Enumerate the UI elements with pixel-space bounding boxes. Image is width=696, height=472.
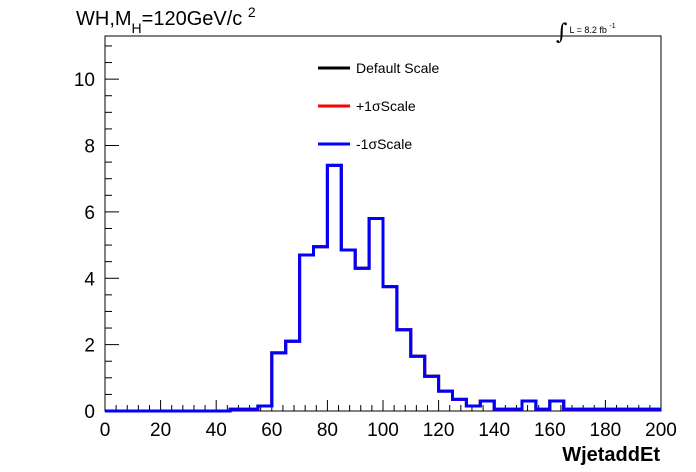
x-tick-label: 60 bbox=[261, 420, 282, 441]
luminosity-unit-exponent: -1 bbox=[609, 23, 616, 30]
legend-label: Default Scale bbox=[356, 60, 439, 76]
x-tick-label: 200 bbox=[645, 420, 677, 441]
integral-sign-icon: ∫ bbox=[556, 20, 568, 45]
x-tick-label: 100 bbox=[367, 420, 399, 441]
y-tick-label: 10 bbox=[74, 70, 95, 91]
title-subscript: H bbox=[131, 20, 142, 36]
title-superscript: 2 bbox=[247, 4, 256, 20]
y-tick-label: 0 bbox=[84, 402, 95, 423]
title-mass: =120GeV/c bbox=[141, 8, 243, 30]
x-axis: 0 20 40 60 80 100 120 140 160 180 200 bbox=[100, 400, 677, 441]
series-line bbox=[105, 163, 661, 413]
series-layer bbox=[105, 163, 661, 413]
luminosity-value: L = 8.2 fb bbox=[569, 25, 607, 35]
luminosity-label: ∫ L = 8.2 fb -1 bbox=[556, 14, 616, 45]
y-tick-label: 8 bbox=[84, 137, 95, 158]
x-tick-label: 40 bbox=[206, 420, 227, 441]
x-tick-label: 80 bbox=[317, 420, 338, 441]
x-tick-label: 180 bbox=[590, 420, 622, 441]
y-axis: 0 2 4 6 8 10 bbox=[74, 45, 119, 423]
y-tick-label: 2 bbox=[84, 336, 95, 357]
y-tick-label: 6 bbox=[84, 203, 95, 224]
series-line bbox=[105, 163, 661, 413]
x-tick-label: 140 bbox=[478, 420, 510, 441]
x-tick-label: 20 bbox=[150, 420, 171, 441]
legend-label: +1σScale bbox=[356, 98, 416, 114]
x-tick-label: 160 bbox=[534, 420, 566, 441]
series-line bbox=[105, 163, 661, 413]
x-axis-title: WjetaddEt bbox=[562, 444, 660, 466]
x-tick-label: 120 bbox=[423, 420, 455, 441]
title-prefix: WH,M bbox=[76, 8, 132, 30]
legend: Default Scale +1σScale -1σScale bbox=[318, 60, 439, 152]
y-tick-label: 4 bbox=[84, 269, 95, 290]
chart-title: WH,MH=120GeV/c 2 bbox=[76, 4, 256, 36]
x-tick-label: 0 bbox=[100, 420, 111, 441]
legend-label: -1σScale bbox=[356, 136, 412, 152]
